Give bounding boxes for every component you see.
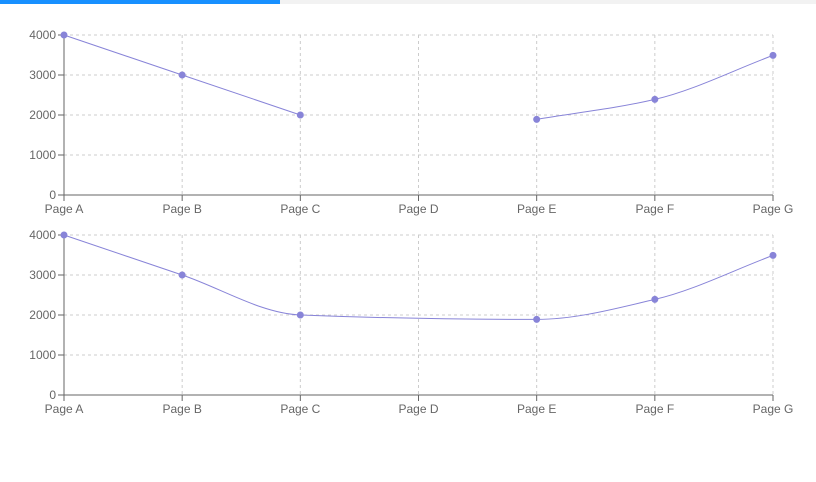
data-point[interactable] xyxy=(179,72,185,78)
data-point[interactable] xyxy=(61,232,67,238)
y-tick-label: 0 xyxy=(49,388,56,402)
x-tick-label: Page D xyxy=(398,402,438,416)
x-tick-label: Page A xyxy=(45,402,84,416)
x-tick-label: Page E xyxy=(517,202,556,216)
data-point[interactable] xyxy=(770,52,776,58)
data-point[interactable] xyxy=(652,296,658,302)
y-tick-label: 2000 xyxy=(29,108,56,122)
y-tick-label: 1000 xyxy=(29,348,56,362)
x-tick-label: Page B xyxy=(162,202,201,216)
x-tick-label: Page F xyxy=(635,202,674,216)
x-tick-label: Page B xyxy=(162,402,201,416)
data-point[interactable] xyxy=(61,32,67,38)
x-tick-label: Page D xyxy=(398,202,438,216)
x-tick-label: Page A xyxy=(45,202,84,216)
x-tick-label: Page E xyxy=(517,402,556,416)
y-tick-label: 1000 xyxy=(29,148,56,162)
chart-1: 0 1000 2000 3000 4000 Page A Page B Page C Page … xyxy=(29,28,793,216)
data-point[interactable] xyxy=(652,96,658,102)
x-tick-label: Page G xyxy=(753,402,794,416)
data-point[interactable] xyxy=(297,312,303,318)
data-point[interactable] xyxy=(297,112,303,118)
x-tick-label: Page C xyxy=(280,202,320,216)
chart-2: 0 1000 2000 3000 4000 Page A Page B Page C Page … xyxy=(29,228,793,416)
y-tick-label: 2000 xyxy=(29,308,56,322)
data-point[interactable] xyxy=(534,316,540,322)
x-tick-label: Page C xyxy=(280,402,320,416)
data-point[interactable] xyxy=(770,252,776,258)
y-tick-label: 4000 xyxy=(29,228,56,242)
x-tick-label: Page G xyxy=(753,202,794,216)
y-tick-label: 3000 xyxy=(29,268,56,282)
y-tick-label: 0 xyxy=(49,188,56,202)
data-point[interactable] xyxy=(534,116,540,122)
y-tick-label: 3000 xyxy=(29,68,56,82)
y-tick-label: 4000 xyxy=(29,28,56,42)
x-tick-label: Page F xyxy=(635,402,674,416)
data-point[interactable] xyxy=(179,272,185,278)
